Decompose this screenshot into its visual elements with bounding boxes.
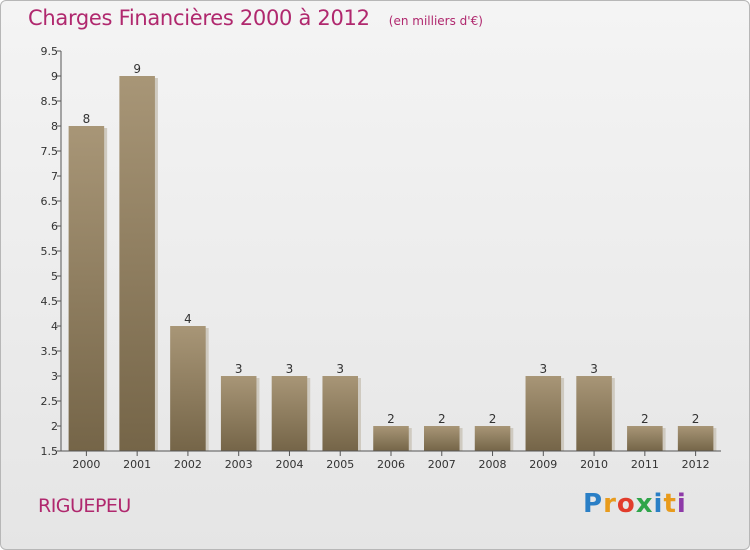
y-tick-label: 8.5 bbox=[41, 95, 59, 108]
brand-letter: r bbox=[603, 489, 617, 519]
data-label: 2 bbox=[641, 412, 649, 426]
data-label: 3 bbox=[235, 362, 243, 376]
data-label: 8 bbox=[83, 112, 91, 126]
y-tick-label: 4 bbox=[51, 320, 58, 333]
x-tick-label: 2010 bbox=[580, 458, 608, 471]
x-tick-label: 2000 bbox=[72, 458, 100, 471]
x-tick-label: 2008 bbox=[479, 458, 507, 471]
axis-layer: 2000 2001 2002 2003 2004 2005 2006 2007 2008 2009… bbox=[41, 45, 721, 471]
data-label: 3 bbox=[336, 362, 344, 376]
data-label: 9 bbox=[133, 62, 141, 76]
brand-letter: o bbox=[616, 489, 636, 519]
y-tick-label: 8 bbox=[51, 120, 58, 133]
y-tick-label: 7.5 bbox=[41, 145, 59, 158]
x-tick-label: 2001 bbox=[123, 458, 151, 471]
y-tick-label: 2 bbox=[51, 420, 58, 433]
brand-letter: i bbox=[653, 489, 664, 519]
bar-2012 bbox=[677, 426, 714, 451]
y-tick-label: 5.5 bbox=[41, 245, 59, 258]
y-tick-label: 9 bbox=[51, 70, 58, 83]
y-tick-label: 2.5 bbox=[41, 395, 59, 408]
data-label: 2 bbox=[438, 412, 446, 426]
data-label: 3 bbox=[539, 362, 547, 376]
y-tick-label: 3 bbox=[51, 370, 58, 383]
bar-2006 bbox=[373, 426, 409, 451]
x-tick-label: 2005 bbox=[326, 458, 354, 471]
commune-name: RIGUEPEU bbox=[38, 495, 131, 517]
x-tick-label: 2007 bbox=[428, 458, 456, 471]
data-label: 2 bbox=[692, 412, 700, 426]
bar-2008 bbox=[474, 426, 511, 451]
x-tick-label: 2004 bbox=[275, 458, 303, 471]
x-tick-label: 2006 bbox=[377, 458, 405, 471]
y-tick-label: 6.5 bbox=[41, 195, 59, 208]
data-label: 4 bbox=[184, 312, 192, 326]
brand-letter: i bbox=[676, 489, 687, 519]
bar-2004 bbox=[271, 376, 308, 451]
x-tick-label: 2003 bbox=[225, 458, 253, 471]
brand-letter: x bbox=[635, 489, 654, 519]
y-tick-label: 7 bbox=[51, 170, 58, 183]
y-tick-label: 4.5 bbox=[41, 295, 59, 308]
bar-2003 bbox=[220, 376, 257, 451]
x-tick-label: 2009 bbox=[529, 458, 557, 471]
bar-2005 bbox=[322, 376, 358, 451]
data-label: 3 bbox=[286, 362, 294, 376]
chart-subtitle: (en milliers d'€) bbox=[388, 14, 483, 28]
y-tick-label: 6 bbox=[51, 220, 58, 233]
x-tick-label: 2002 bbox=[174, 458, 202, 471]
bar-2001 bbox=[119, 76, 155, 451]
y-tick-label: 1.5 bbox=[41, 445, 59, 458]
title-block: Charges Financières 2000 à 2012 (en mill… bbox=[28, 6, 483, 30]
data-label: 3 bbox=[590, 362, 598, 376]
bar-2007 bbox=[424, 426, 460, 451]
bar-2000 bbox=[68, 126, 105, 451]
bar-2010 bbox=[576, 376, 612, 451]
y-tick-label: 5 bbox=[51, 270, 58, 283]
brand-letter: t bbox=[663, 489, 677, 519]
bar-2011 bbox=[627, 426, 663, 451]
chart-title: Charges Financières 2000 à 2012 bbox=[28, 6, 370, 30]
y-tick-label: 3.5 bbox=[41, 345, 59, 358]
brand-letter: P bbox=[583, 489, 604, 519]
y-tick-label: 9.5 bbox=[41, 45, 59, 58]
bar-2002 bbox=[170, 326, 206, 451]
proxiti-logo[interactable]: Proxiti bbox=[583, 489, 687, 519]
data-label: 2 bbox=[387, 412, 395, 426]
bar-2009 bbox=[525, 376, 562, 451]
bars-layer: 8 9 4 3 3 3 2 2 2 3 3 2 2 bbox=[68, 62, 717, 451]
x-tick-label: 2011 bbox=[631, 458, 659, 471]
x-tick-label: 2012 bbox=[682, 458, 710, 471]
data-label: 2 bbox=[489, 412, 497, 426]
